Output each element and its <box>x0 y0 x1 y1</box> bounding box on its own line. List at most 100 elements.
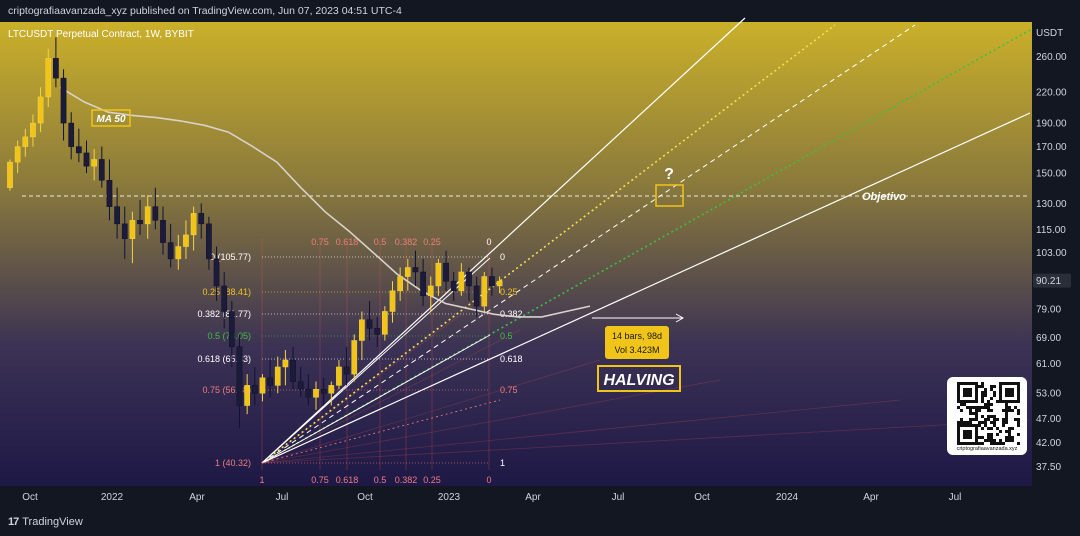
fan-inner-line <box>261 334 491 464</box>
qr-module <box>999 442 1002 445</box>
qr-module <box>957 424 960 427</box>
candle-body <box>297 381 304 390</box>
fib-right-label: 0.618 <box>500 354 523 364</box>
qr-module <box>1017 397 1020 400</box>
qr-module <box>1017 412 1020 415</box>
price-tick: 115.00 <box>1036 225 1066 236</box>
time-tick: Apr <box>189 492 205 503</box>
qr-module <box>993 442 996 445</box>
qr-module <box>1014 418 1017 421</box>
price-tick: 130.00 <box>1036 199 1067 210</box>
qr-module <box>1005 406 1008 409</box>
qr-module <box>978 406 981 409</box>
candle-body <box>466 271 472 287</box>
qr-code-icon <box>957 382 1020 445</box>
fib-right-label: 0.75 <box>500 385 518 395</box>
candle-body <box>76 146 82 154</box>
qr-module <box>975 406 978 409</box>
qr-module <box>960 424 963 427</box>
qr-module <box>999 430 1002 433</box>
candle-body <box>359 319 365 341</box>
qr-module <box>993 418 996 421</box>
qr-module <box>1017 433 1020 436</box>
candle-body <box>7 161 13 188</box>
qr-module <box>1008 409 1011 412</box>
qr-module <box>1005 403 1008 406</box>
qr-module <box>966 406 969 409</box>
qr-module <box>969 418 972 421</box>
qr-module <box>969 421 972 424</box>
qr-module <box>978 442 981 445</box>
qr-module <box>987 418 990 421</box>
candle-body <box>412 267 419 273</box>
qr-module <box>987 433 990 436</box>
time-tick: Jul <box>949 492 962 503</box>
qr-module <box>966 400 969 403</box>
qr-module <box>960 442 963 445</box>
fan-shallow-white-line <box>261 112 1031 464</box>
candle-body <box>14 146 21 163</box>
qr-module <box>1017 421 1020 424</box>
fib-level-label: 0.75 (56.68) <box>202 385 251 395</box>
time-tick: Apr <box>863 492 879 503</box>
qr-module <box>957 439 960 442</box>
qr-module <box>1008 388 1011 391</box>
candle-body <box>175 246 182 260</box>
qr-module <box>975 400 978 403</box>
qr-module <box>999 382 1002 385</box>
qr-module <box>999 400 1002 403</box>
qr-module <box>966 394 969 397</box>
ma50-line <box>59 86 591 318</box>
qr-module <box>1005 391 1008 394</box>
qr-code[interactable]: criptografiaavanzada.xyz <box>947 377 1027 455</box>
time-tick: Jul <box>276 492 289 503</box>
qr-module <box>975 388 978 391</box>
fib-time-top-label: 0 <box>486 237 491 247</box>
price-tick: 69.00 <box>1036 333 1061 344</box>
candle-body <box>183 234 189 247</box>
qr-module <box>987 403 990 406</box>
qr-module <box>960 418 963 421</box>
candle-body <box>450 280 457 292</box>
fib-time-top-label: 0.382 <box>395 237 418 247</box>
qr-module <box>969 388 972 391</box>
qr-module <box>966 382 969 385</box>
qr-module <box>963 421 966 424</box>
qr-module <box>1002 442 1005 445</box>
footer-bar: 17 TradingView <box>0 512 1080 536</box>
qr-module <box>1017 409 1020 412</box>
qr-module <box>957 433 960 436</box>
qr-module <box>972 418 975 421</box>
qr-module <box>981 391 984 394</box>
tradingview-logo-mark: 17 <box>8 516 19 528</box>
qr-module <box>999 391 1002 394</box>
target-label: Objetivo <box>862 191 906 203</box>
qr-module <box>1008 400 1011 403</box>
halving-box <box>597 365 681 392</box>
candle-body <box>282 359 289 368</box>
chart-canvas[interactable]: 1 0.75 0.618 0.5 0.382 0.25 0 0.75 0.618 0.5 0.382… <box>0 0 1080 512</box>
qr-module <box>957 400 960 403</box>
qr-module <box>957 421 960 424</box>
candle-body <box>91 159 98 167</box>
qr-module <box>972 442 975 445</box>
fib-time-bottom-label: 1 <box>259 475 264 485</box>
qr-module <box>1017 391 1020 394</box>
qr-module <box>984 394 987 397</box>
fan-dotted-yellow-line <box>261 24 836 464</box>
time-tick: Jul <box>612 492 625 503</box>
qr-module <box>996 442 999 445</box>
qr-module <box>990 409 993 412</box>
candle-body <box>267 377 273 386</box>
tradingview-logo[interactable]: 17 TradingView <box>8 516 83 528</box>
candle-body <box>404 267 411 277</box>
fib-fan-faint-line <box>261 419 1031 464</box>
currency-label: USDT <box>1036 28 1063 39</box>
qr-module <box>966 430 969 433</box>
qr-module <box>978 436 981 439</box>
qr-module <box>1005 436 1008 439</box>
qr-module <box>1008 433 1011 436</box>
qr-module <box>975 442 978 445</box>
qr-module <box>987 415 990 418</box>
candle-body <box>236 346 243 406</box>
